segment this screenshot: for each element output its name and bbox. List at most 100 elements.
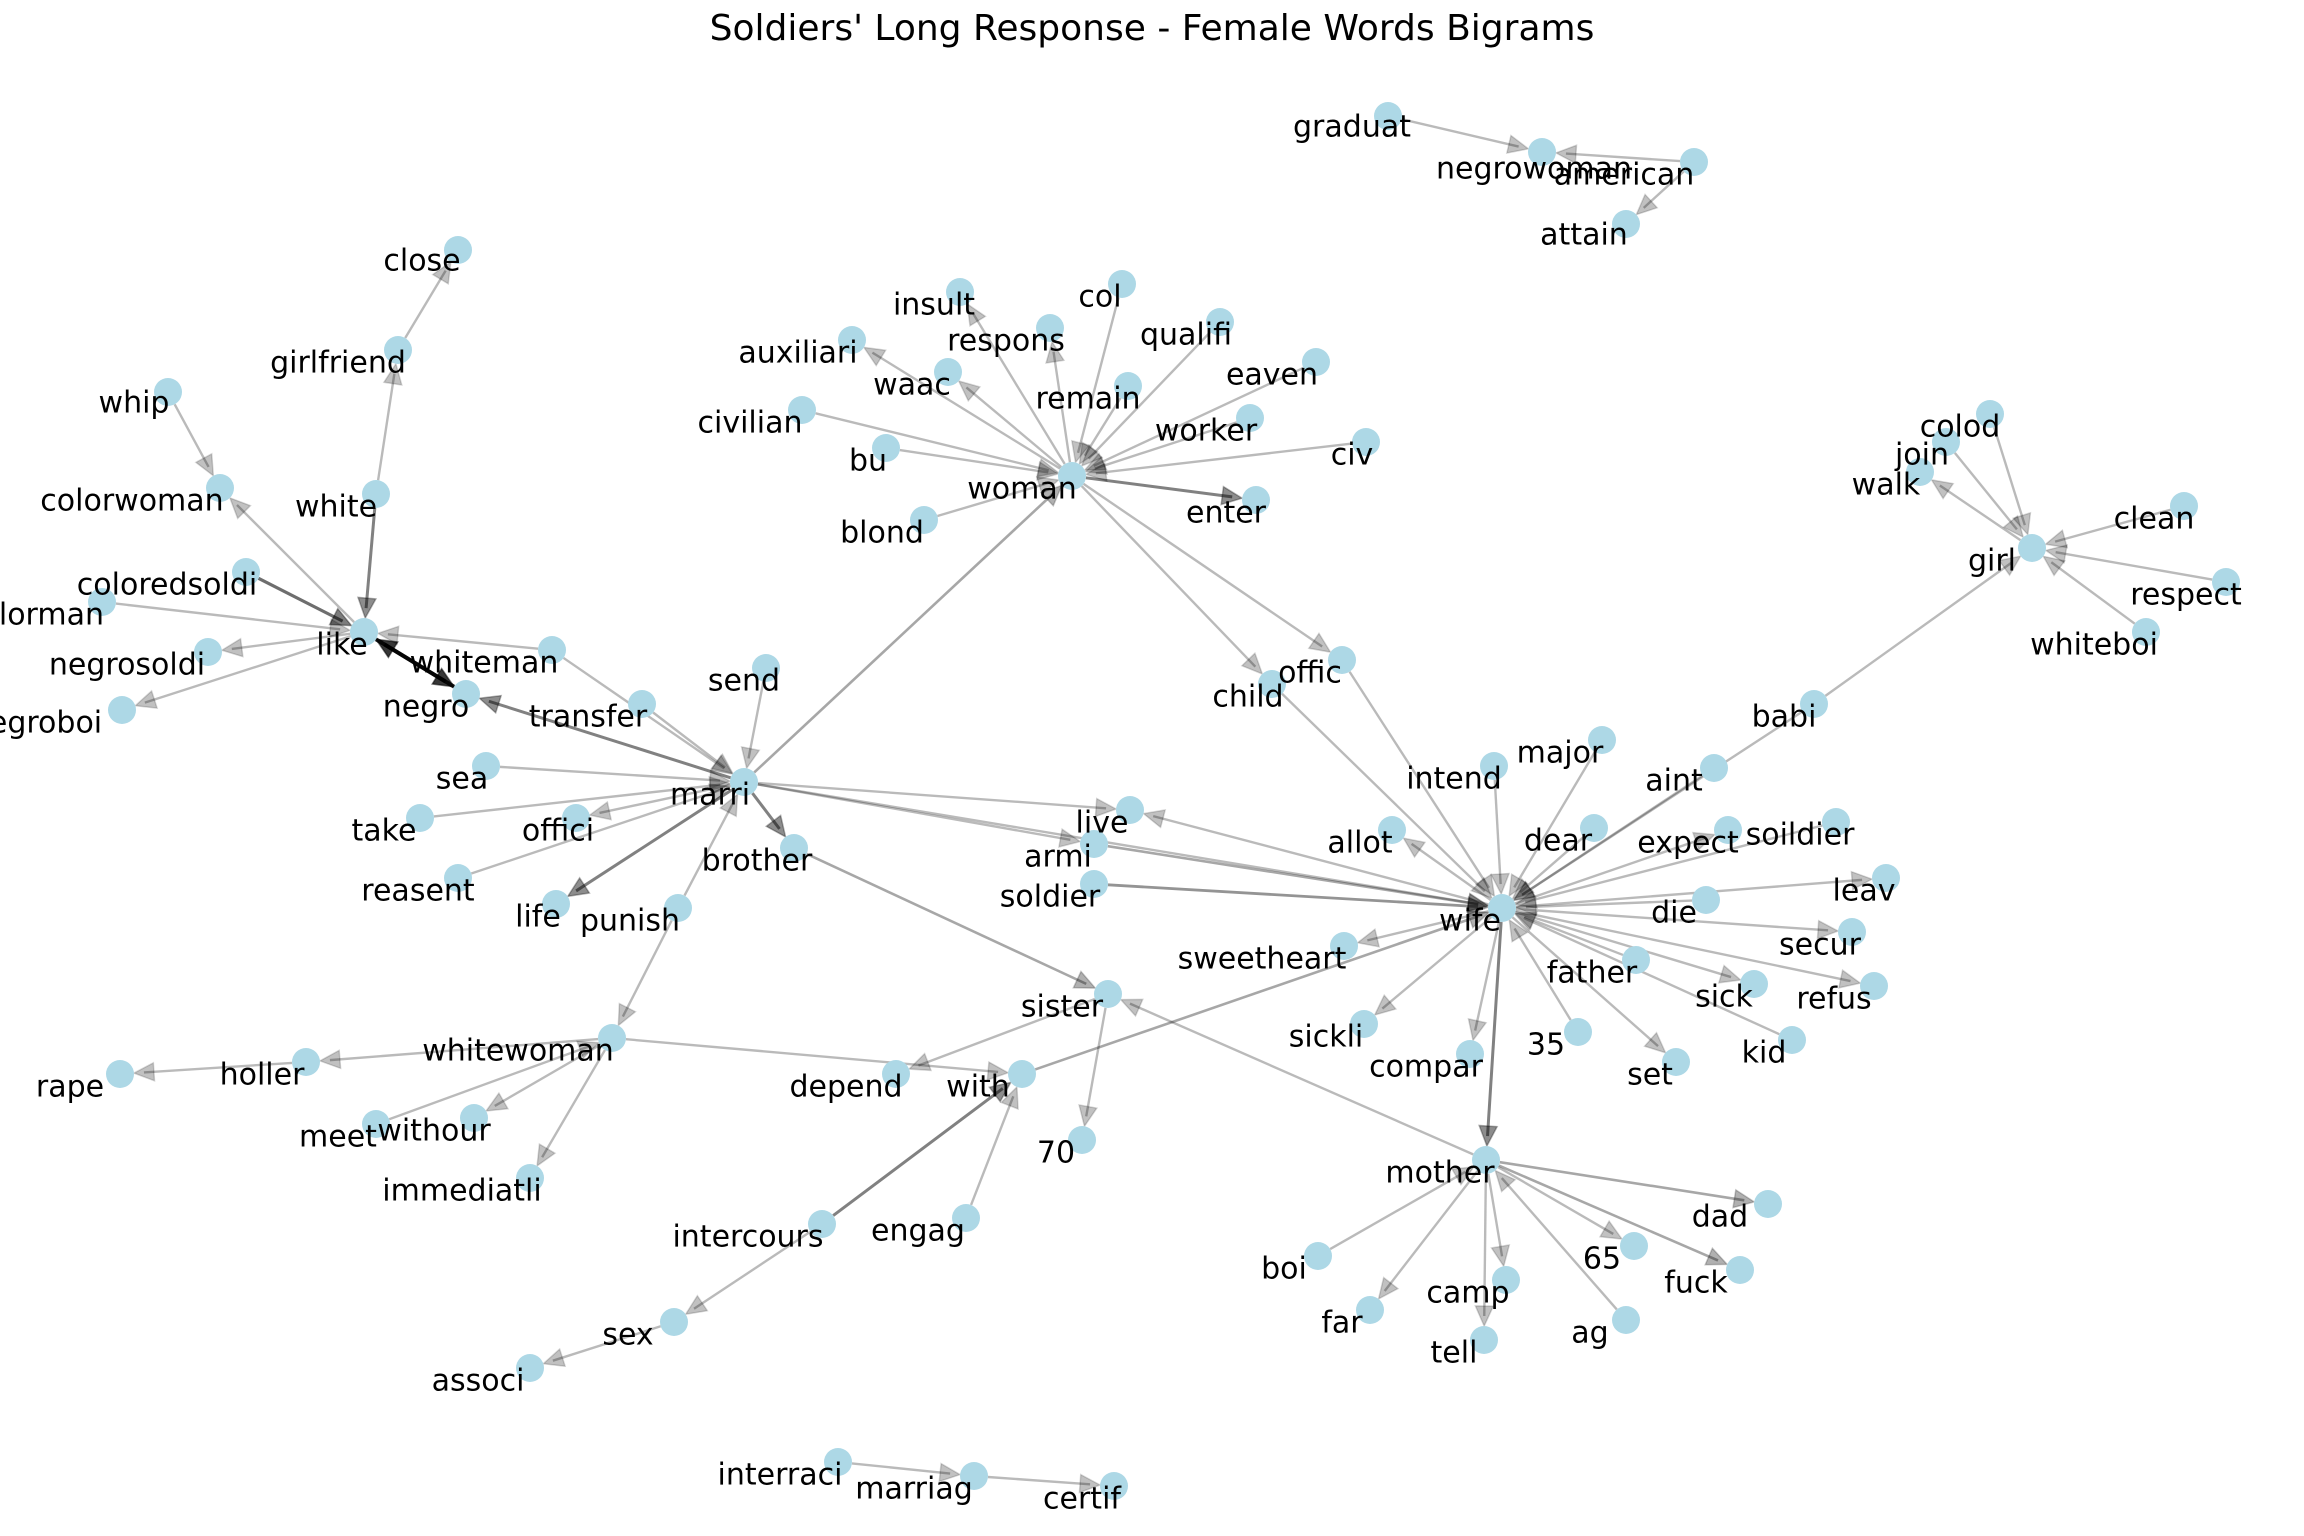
edge-arrowhead xyxy=(566,876,591,898)
edge-babi-to-wife xyxy=(1512,710,1803,902)
edge-line xyxy=(918,997,1096,1067)
edge-woman-to-enter xyxy=(1085,476,1244,506)
node-remain xyxy=(1114,372,1142,400)
edge-line xyxy=(1082,482,1323,648)
edge-wife-to-refus xyxy=(1515,909,1863,989)
node-label-offici: offici xyxy=(522,814,594,849)
edge-arrowhead xyxy=(1508,872,1529,898)
edge-arrowhead xyxy=(740,745,761,771)
edges-layer xyxy=(115,118,2213,1494)
edge-arrowhead xyxy=(1513,913,1538,932)
node-secur xyxy=(1838,918,1866,946)
edge-arrowhead xyxy=(1084,461,1108,483)
node-rape xyxy=(106,1060,134,1088)
node-worker xyxy=(1236,404,1264,432)
edge-line xyxy=(757,783,1479,906)
node-label-35: 35 xyxy=(1527,1028,1565,1063)
node-65 xyxy=(1620,1232,1648,1260)
node-label-colod: colod xyxy=(1920,410,2001,445)
edge-arrowhead xyxy=(1598,1219,1624,1240)
edge-sister-to-70 xyxy=(1078,1007,1107,1129)
node-label-withour: withour xyxy=(377,1114,491,1149)
node-label-holler: holler xyxy=(220,1058,305,1093)
edge-arrowhead xyxy=(1039,484,1064,508)
edge-line xyxy=(1519,836,1585,894)
node-colod xyxy=(1976,400,2004,428)
node-whitewoman xyxy=(598,1024,626,1052)
edge-line xyxy=(1483,1173,1488,1317)
node-sex xyxy=(660,1308,688,1336)
edge-arrowhead xyxy=(2002,514,2025,539)
edge-arrowhead xyxy=(1511,877,1535,901)
node-label-depend: depend xyxy=(789,1070,902,1105)
edge-arrowhead xyxy=(587,800,613,821)
edge-line xyxy=(1087,331,1212,460)
edge-arrowhead xyxy=(718,792,739,818)
node-label-meet: meet xyxy=(299,1120,377,1155)
edge-arrowhead xyxy=(431,667,456,688)
node-label-worker: worker xyxy=(1155,414,1258,449)
edge-civ-to-woman xyxy=(1084,442,1353,483)
edge-whiteboi-to-girl xyxy=(2041,555,2136,625)
node-bu xyxy=(872,434,900,462)
edge-whip-to-colorwoman xyxy=(173,403,215,478)
edge-woman-to-waac xyxy=(957,379,1063,468)
edge-arrowhead xyxy=(1478,1124,1499,1148)
node-label-dear: dear xyxy=(1524,824,1593,859)
node-label-die: die xyxy=(1651,896,1697,931)
node-child xyxy=(1258,670,1286,698)
edge-line xyxy=(683,802,734,897)
edge-arrowhead xyxy=(228,496,252,520)
edge-interraci-to-marriag xyxy=(851,1462,962,1483)
edge-arrowhead xyxy=(1078,441,1099,466)
edge-line xyxy=(388,1045,590,1121)
node-label-col: col xyxy=(1078,280,1121,315)
edge-arrowhead xyxy=(431,260,452,286)
node-label-negrowoman: negrowoman xyxy=(1436,152,1632,187)
edge-line xyxy=(1367,910,1489,942)
edge-arrowhead xyxy=(1401,837,1427,859)
edge-line xyxy=(488,699,732,780)
edge-line xyxy=(1523,916,1780,1036)
edge-sea-to-marri xyxy=(499,765,732,790)
edge-wife-to-allot xyxy=(1401,837,1492,901)
edge-holler-to-rape xyxy=(132,1061,293,1082)
node-offic xyxy=(1328,646,1356,674)
node-label-father: father xyxy=(1547,956,1638,991)
node-meet xyxy=(362,1110,390,1138)
edge-arrowhead xyxy=(220,637,244,658)
node-father xyxy=(1622,946,1650,974)
node-label-certif: certif xyxy=(1043,1482,1122,1517)
edge-arrowhead xyxy=(1058,827,1083,848)
node-clean xyxy=(2170,492,2198,520)
edge-american-to-negrowoman xyxy=(1554,144,1681,165)
node-label-sickli: sickli xyxy=(1289,1020,1364,1055)
node-immediatli xyxy=(516,1164,544,1192)
edge-mother-to-65 xyxy=(1497,1165,1624,1240)
edge-arrowhead xyxy=(1997,555,2023,577)
node-sea xyxy=(472,752,500,780)
edge-line xyxy=(1080,485,1257,668)
node-label-soildier: soildier xyxy=(1746,818,1855,853)
edge-line xyxy=(815,412,1049,472)
edge-mother-to-camp xyxy=(1487,1173,1511,1268)
edge-arrowhead xyxy=(2043,528,2069,549)
edge-arrowhead xyxy=(988,1081,1013,1103)
node-auxiliari xyxy=(838,326,866,354)
edge-dear-to-wife xyxy=(1511,836,1585,901)
node-girl xyxy=(2018,534,2046,562)
node-col xyxy=(1108,270,1136,298)
edge-arrowhead xyxy=(1036,460,1060,481)
edge-line xyxy=(1129,1002,1474,1156)
edge-line xyxy=(1152,814,1489,906)
node-label-negroboi: negroboi xyxy=(0,706,102,741)
edge-line xyxy=(1329,1170,1466,1251)
edge-arrowhead xyxy=(1083,455,1109,475)
node-label-waac: waac xyxy=(873,368,951,403)
edge-wife-to-compar xyxy=(1467,921,1501,1043)
edge-line xyxy=(1511,916,1659,1047)
node-label-camp: camp xyxy=(1426,1276,1509,1311)
edge-line xyxy=(1473,921,1501,1031)
edge-arrowhead xyxy=(957,379,982,403)
edge-arrowhead xyxy=(684,1294,709,1316)
